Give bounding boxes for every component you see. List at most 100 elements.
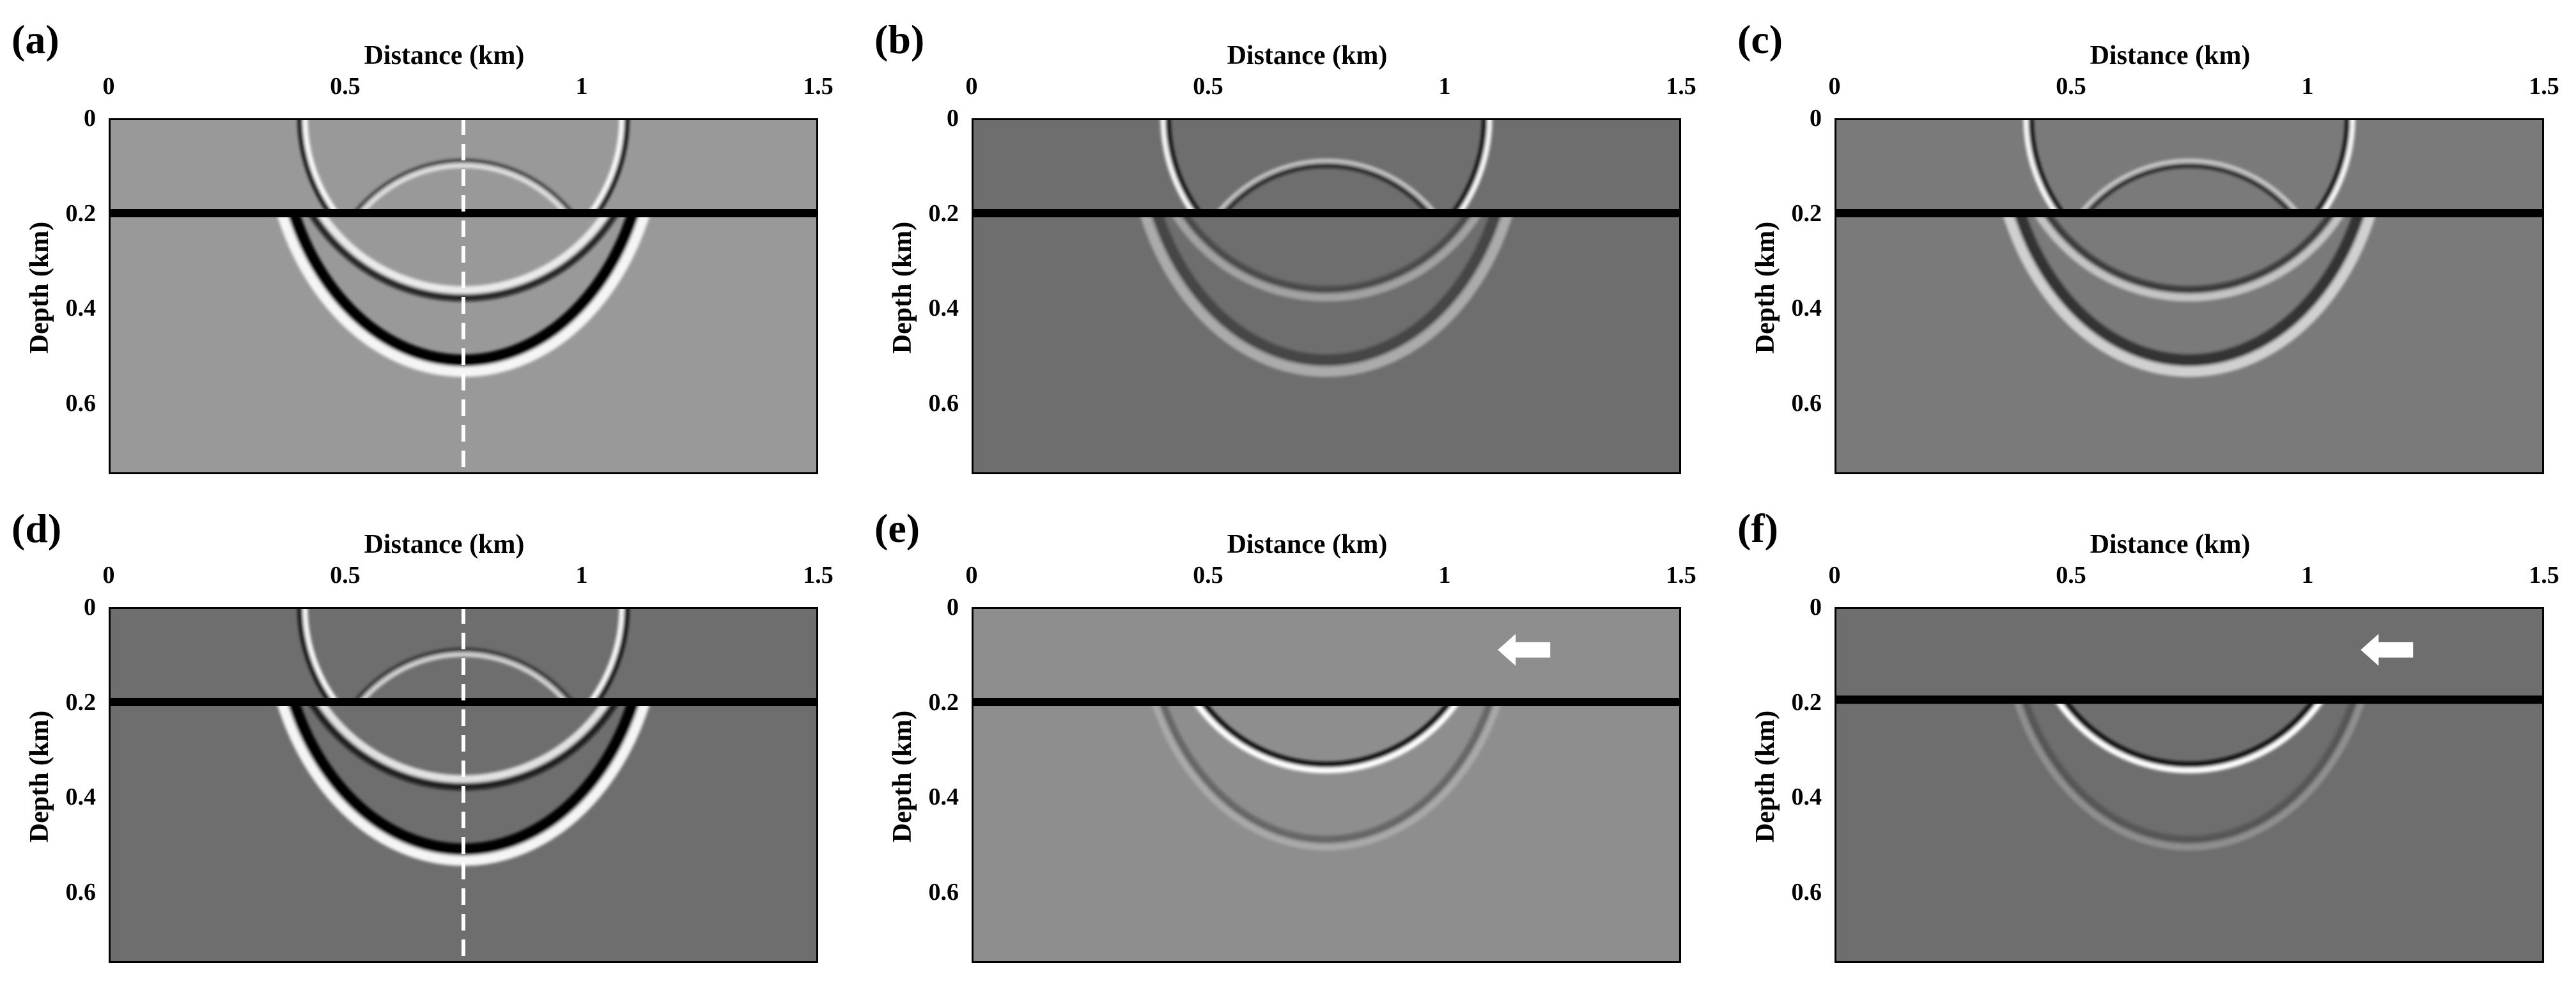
plot-frame [109,118,818,474]
x-axis-title: Distance (km) [2090,530,2251,559]
panel-background [1835,607,2544,963]
wavefield-panel [1835,607,2544,963]
x-tick-label: 0.5 [2056,562,2086,589]
x-tick-label: 1 [575,73,588,100]
x-tick-label: 0 [1828,73,1841,100]
y-tick-label: 0.2 [65,688,97,716]
panel-label: (a) [12,17,59,62]
wavefield-panel [109,118,818,474]
panel-label: (e) [874,506,920,551]
y-axis-title: Depth (km) [1751,710,1780,843]
plot-frame [972,607,1681,963]
y-tick-label: 0.4 [65,295,97,322]
y-tick-label: 0.4 [1791,295,1822,322]
y-tick-label: 0.6 [65,389,97,417]
y-tick-label: 0 [1810,105,1822,132]
x-tick-label: 1.5 [2529,562,2559,589]
plot-frame [1835,607,2544,963]
x-axis-title: Distance (km) [1227,41,1388,70]
x-tick-label: 1.5 [1666,73,1696,100]
wavefield-image [972,607,1681,963]
x-tick-label: 1.5 [803,73,834,100]
x-tick-label: 0.5 [330,73,361,100]
y-tick-label: 0 [947,594,959,621]
wavefield-image [1835,607,2544,963]
x-axis-title: Distance (km) [364,530,525,559]
y-tick-label: 0.4 [928,784,959,811]
reflected-wavefront [2077,158,2301,213]
x-tick-label: 0.5 [330,562,361,589]
y-axis-title: Depth (km) [888,710,917,843]
x-axis-title: Distance (km) [364,41,525,70]
transmitted-outer-wavefront [1139,213,1514,377]
wavefield-image [109,118,818,474]
y-tick-label: 0.6 [65,878,97,906]
plot-frame [1835,118,2544,474]
reflected-wavefront [1214,158,1438,213]
y-tick-label: 0 [947,105,959,132]
panel-label: (d) [12,506,62,551]
panel-background [972,607,1681,963]
x-axis-title: Distance (km) [1227,530,1388,559]
transmitted-wavefront [1191,702,1461,773]
panel-label: (b) [874,17,925,62]
x-tick-label: 0 [102,73,115,100]
secondary-wavefront [2013,699,2366,851]
x-tick-label: 0 [102,562,115,589]
y-axis-title: Depth (km) [25,221,54,354]
x-tick-label: 0.5 [1193,562,1223,589]
y-tick-label: 0.6 [1791,389,1822,417]
y-tick-label: 0.6 [1791,878,1822,906]
transmitted-outer-wavefront [2002,213,2377,377]
x-tick-label: 1 [1438,73,1451,100]
y-tick-label: 0.4 [928,295,959,322]
y-tick-label: 0.2 [928,199,959,227]
x-tick-label: 0 [1828,562,1841,589]
reflected-wavefront [352,647,575,702]
x-tick-label: 0.5 [1193,73,1223,100]
y-tick-label: 0.4 [65,784,97,811]
wavefield-image [972,118,1681,474]
x-tick-label: 1 [2301,73,2314,100]
transmitted-inner-wavefront [2033,213,2346,302]
y-tick-label: 0 [84,594,96,621]
panel-label: (c) [1737,17,1783,62]
y-axis-title: Depth (km) [1751,221,1780,354]
x-tick-label: 0.5 [2056,73,2086,100]
x-tick-label: 1.5 [803,562,834,589]
y-tick-label: 0.2 [1791,199,1822,227]
wavefield-image [109,607,818,963]
y-tick-label: 0.6 [928,878,959,906]
x-tick-label: 0 [965,562,978,589]
y-tick-label: 0.2 [928,688,959,716]
panel-label: (f) [1737,506,1778,551]
y-tick-label: 0.2 [65,199,97,227]
x-axis-title: Distance (km) [2090,41,2251,70]
x-tick-label: 1 [575,562,588,589]
y-tick-label: 0 [1810,594,1822,621]
wavefield-panel [109,607,818,963]
wavefield-panel [972,607,1681,963]
y-axis-title: Depth (km) [888,221,917,354]
x-tick-label: 1 [2301,562,2314,589]
x-tick-label: 1.5 [2529,73,2559,100]
wavefield-panel [1835,118,2544,474]
y-tick-label: 0.6 [928,389,959,417]
left-arrow-icon [1498,633,1551,666]
secondary-wavefront [1151,702,1502,851]
y-tick-label: 0 [84,105,96,132]
x-tick-label: 1.5 [1666,562,1696,589]
transmitted-wavefront [2053,699,2325,773]
x-tick-label: 1 [1438,562,1451,589]
plot-frame [972,118,1681,474]
y-tick-label: 0.2 [1791,688,1822,716]
x-tick-label: 0 [965,73,978,100]
y-axis-title: Depth (km) [25,710,54,843]
plot-frame [109,607,818,963]
wavefield-image [1835,118,2544,474]
left-arrow-icon [2361,633,2414,666]
reflected-wavefront [352,158,575,213]
y-tick-label: 0.4 [1791,784,1822,811]
wavefield-panel [972,118,1681,474]
